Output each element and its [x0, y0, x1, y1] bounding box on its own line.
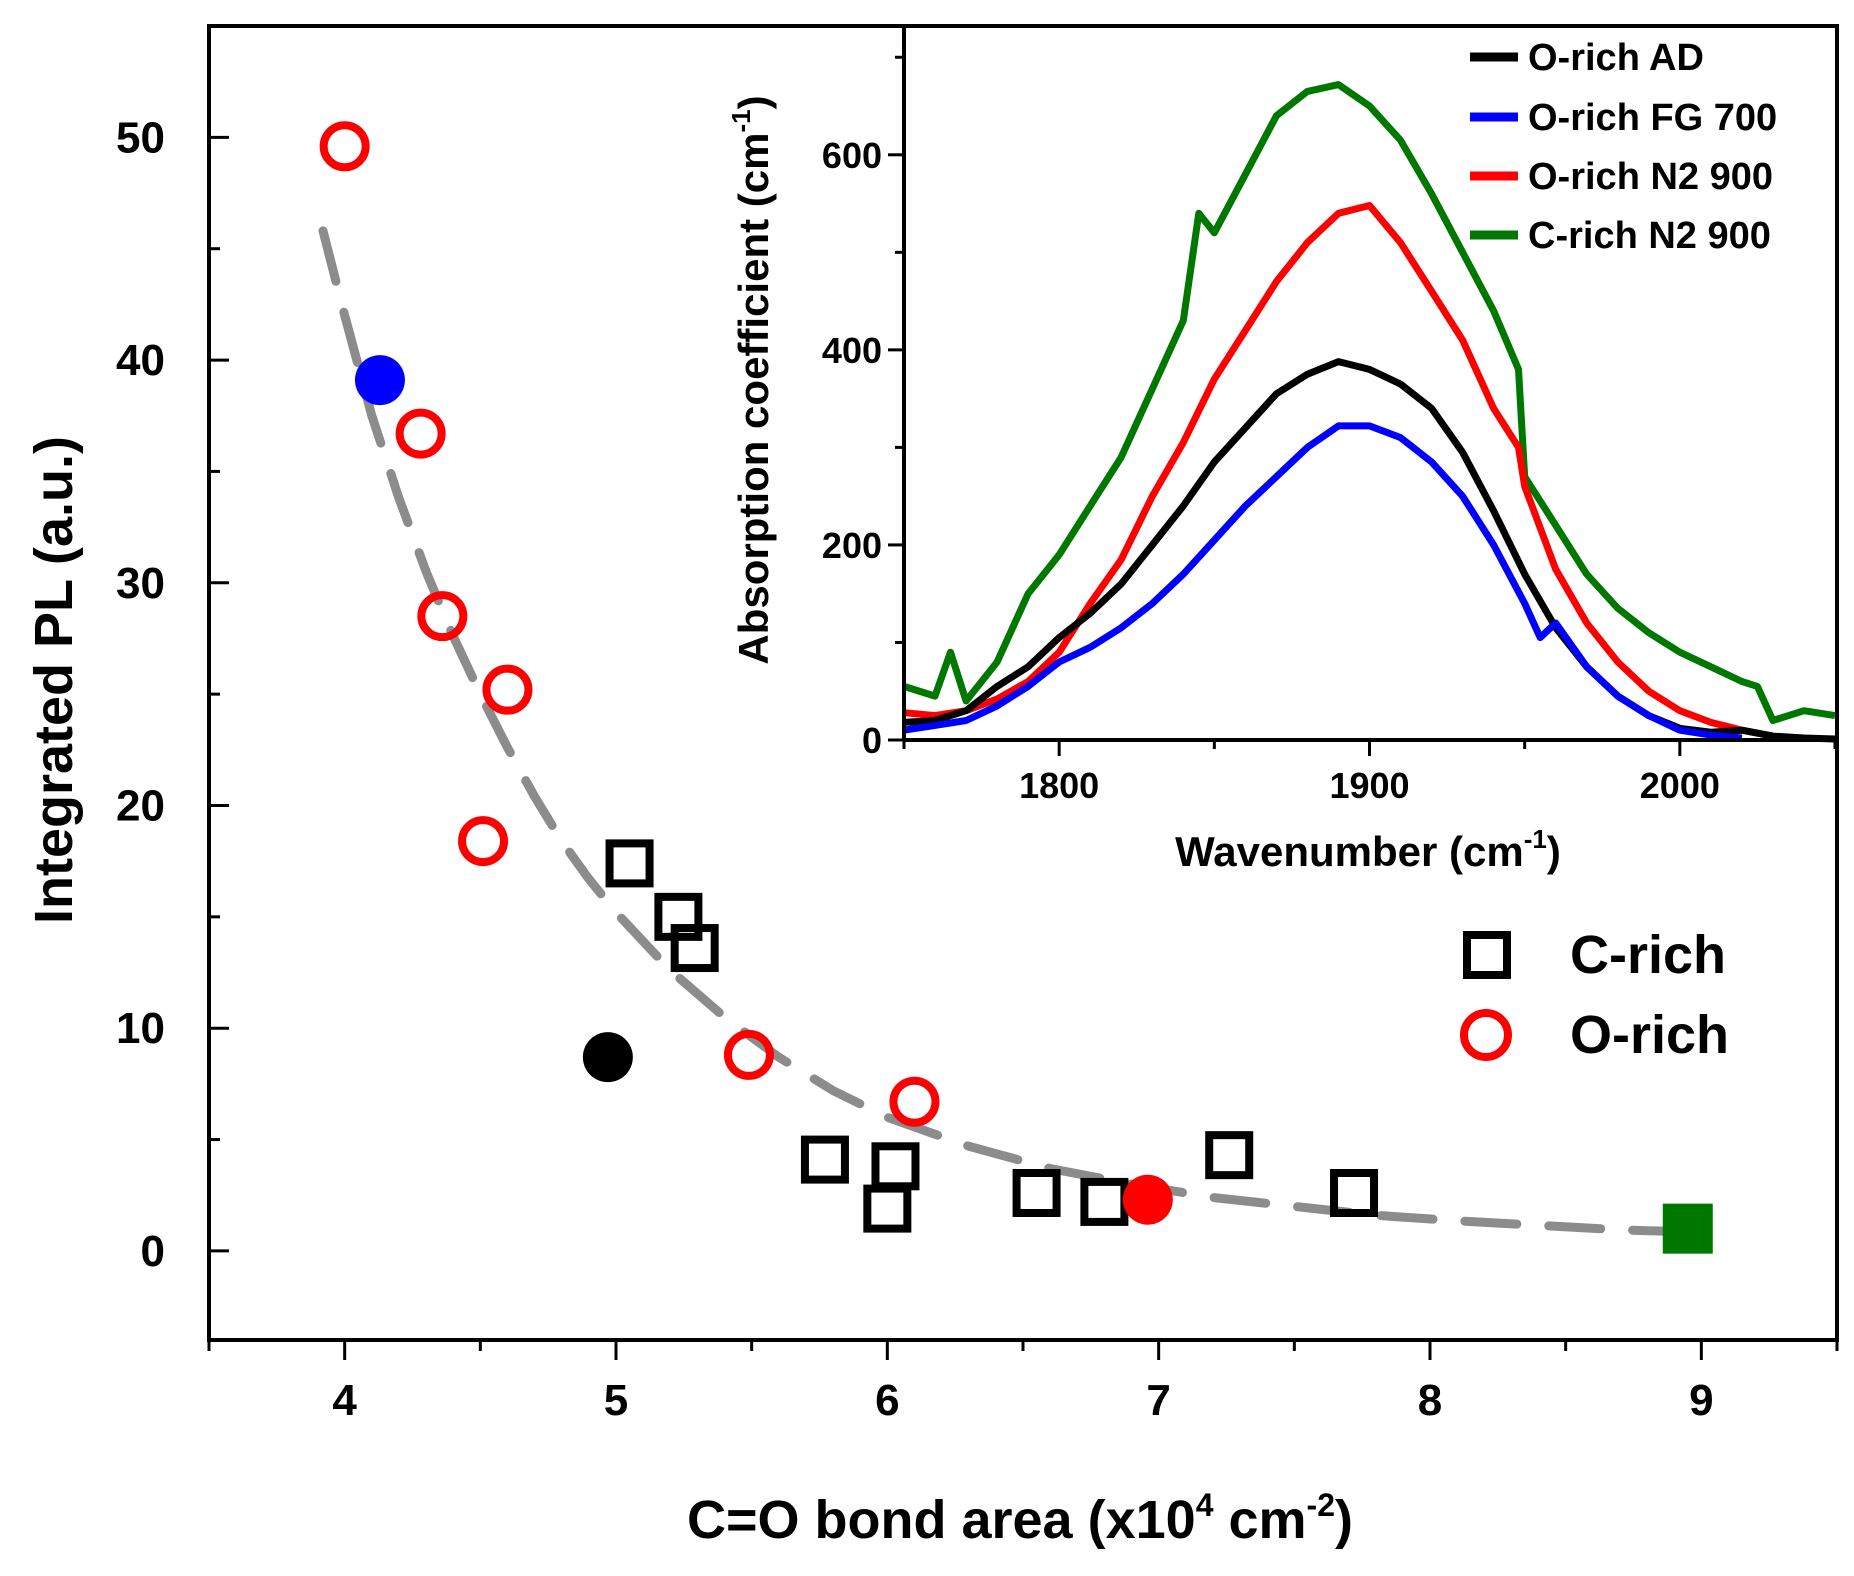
inset-background — [903, 28, 1835, 740]
legend-label-o-rich: O-rich — [1570, 1005, 1729, 1065]
c-rich-point — [800, 1135, 849, 1184]
blue-filled-circle — [354, 355, 405, 406]
green-filled-square — [1662, 1203, 1713, 1254]
y-tick-label: 40 — [116, 336, 165, 385]
inset-y-tick-label: 0 — [862, 720, 882, 761]
o-rich-point — [723, 1029, 774, 1080]
y-tick-label: 50 — [116, 113, 165, 162]
main-y-axis-label: Integrated PL (a.u.) — [24, 436, 84, 924]
inset-legend-label-c-rich-n2-900: C-rich N2 900 — [1528, 215, 1771, 257]
inset-legend-label-o-rich-fg-700: O-rich FG 700 — [1528, 97, 1777, 139]
inset-x-axis: 1800 1900 2000 — [902, 740, 1837, 806]
main-legend: C-rich O-rich — [1460, 925, 1729, 1065]
inset-y-tick-label: 200 — [822, 525, 882, 566]
c-rich-point — [1205, 1131, 1254, 1180]
main-y-axis: 0 10 20 30 40 50 — [116, 24, 229, 1276]
inset-legend: O-rich AD O-rich FG 700 O-rich N2 900 C-… — [1470, 37, 1777, 257]
c-rich-point — [605, 839, 654, 888]
inset-y-tick-label: 600 — [822, 135, 882, 176]
c-rich-point — [1080, 1177, 1129, 1226]
inset-curve-o-rich-n2-900 — [903, 202, 1774, 740]
c-rich-point — [871, 1142, 920, 1191]
x-tick-label: 6 — [875, 1376, 899, 1425]
legend-marker-c-rich — [1463, 931, 1511, 979]
y-tick-label: 0 — [141, 1227, 165, 1276]
black-filled-circle — [582, 1032, 633, 1083]
scatter-points-layer — [319, 121, 1713, 1254]
inset-x-tick-label: 1900 — [1329, 765, 1409, 806]
red-filled-circle — [1122, 1174, 1173, 1225]
x-tick-label: 7 — [1146, 1376, 1170, 1425]
x-tick-label: 8 — [1418, 1376, 1442, 1425]
inset-legend-label-o-rich-n2-900: O-rich N2 900 — [1528, 156, 1773, 198]
o-rich-point — [458, 816, 509, 867]
o-rich-point — [417, 591, 468, 642]
y-tick-label: 30 — [116, 559, 165, 608]
c-rich-point — [1330, 1169, 1379, 1218]
o-rich-point — [889, 1076, 940, 1127]
inset-x-axis-label: Wavenumber (cm-1) — [1175, 824, 1561, 875]
inset-y-axis: 0 200 400 600 — [822, 55, 904, 761]
inset-legend-label-o-rich-ad: O-rich AD — [1528, 37, 1704, 79]
y-tick-label: 20 — [116, 781, 165, 830]
c-rich-point — [670, 924, 719, 973]
inset-y-axis-label: Absorption coefficient (cm-1) — [726, 95, 777, 664]
o-rich-point — [319, 121, 370, 172]
inset-x-tick-label: 2000 — [1640, 765, 1720, 806]
inset-x-tick-label: 1800 — [1019, 765, 1099, 806]
main-x-axis-label: C=O bond area (x104 cm-2) — [687, 1487, 1353, 1550]
x-tick-label: 5 — [604, 1376, 628, 1425]
inset-y-tick-label: 400 — [822, 330, 882, 371]
inset-curves-layer — [902, 81, 1836, 743]
x-tick-label: 4 — [332, 1376, 357, 1425]
legend-label-c-rich: C-rich — [1570, 925, 1726, 985]
inset-curve-c-rich-n2-900 — [902, 81, 1836, 724]
o-rich-point — [395, 408, 446, 459]
inset-curve-o-rich-fg-700 — [903, 422, 1743, 742]
c-rich-point — [863, 1184, 912, 1233]
main-x-axis: 4 5 6 7 8 9 — [207, 1340, 1839, 1425]
legend-marker-o-rich — [1460, 1009, 1512, 1061]
x-tick-label: 9 — [1689, 1376, 1713, 1425]
y-tick-label: 10 — [116, 1004, 165, 1053]
c-rich-point — [1012, 1169, 1061, 1218]
o-rich-point — [482, 664, 533, 715]
